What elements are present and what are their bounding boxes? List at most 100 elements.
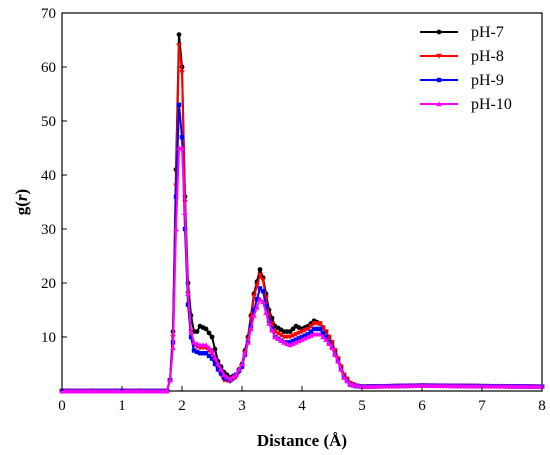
data-point	[266, 320, 272, 326]
data-point	[302, 328, 308, 334]
data-point	[212, 354, 218, 360]
legend-label: pH-7	[471, 24, 504, 41]
data-point	[227, 376, 233, 382]
data-point	[290, 333, 296, 339]
data-point	[311, 326, 317, 332]
data-point	[212, 361, 218, 367]
data-point	[218, 371, 224, 376]
x-tick-label: 3	[238, 398, 246, 414]
series-line	[62, 147, 543, 392]
data-point	[344, 377, 350, 383]
legend-label: pH-9	[471, 72, 504, 89]
y-axis-label: g(r)	[12, 189, 31, 215]
data-point	[176, 43, 182, 49]
data-point	[287, 334, 293, 340]
data-point	[248, 326, 254, 332]
data-point	[185, 291, 191, 296]
data-point	[317, 326, 323, 332]
x-axis-label: Distance (Å)	[257, 431, 347, 450]
data-point	[296, 330, 302, 336]
series-pH-9	[59, 102, 545, 394]
data-point	[191, 348, 197, 353]
y-axis: 10 20 30 40 50 60 70	[41, 6, 67, 346]
data-point	[263, 303, 269, 309]
data-point	[176, 102, 182, 107]
data-point	[272, 334, 278, 340]
data-point	[341, 374, 347, 380]
legend-marker	[436, 53, 442, 59]
data-point	[254, 283, 260, 289]
legend-entry: pH-7	[420, 24, 504, 41]
legend-marker	[436, 77, 442, 83]
data-point	[188, 334, 194, 340]
data-point	[200, 351, 206, 356]
data-point	[278, 337, 284, 343]
x-tick-label: 5	[358, 398, 366, 414]
data-point	[254, 304, 260, 310]
data-point	[251, 307, 257, 313]
x-axis: 0 1 2 3 4 5 6 7 8	[58, 386, 546, 414]
data-point	[197, 351, 203, 356]
data-point	[194, 340, 200, 346]
y-tick-label: 50	[41, 114, 56, 130]
data-point	[287, 342, 293, 348]
x-tick-label: 2	[178, 398, 186, 414]
legend-label: pH-10	[471, 96, 512, 113]
data-point	[233, 372, 239, 377]
x-tick-label: 8	[538, 398, 546, 414]
data-point	[281, 339, 287, 345]
data-point	[284, 340, 290, 346]
data-point	[239, 361, 245, 367]
data-point	[170, 345, 176, 350]
data-point	[323, 329, 329, 335]
y-tick-label: 30	[41, 222, 56, 238]
data-point	[176, 32, 182, 37]
y-tick-label: 40	[41, 168, 56, 184]
data-point	[221, 372, 227, 377]
data-point	[188, 328, 194, 334]
y-tick-label: 10	[41, 330, 56, 346]
data-point	[239, 364, 245, 369]
data-point	[269, 327, 275, 333]
data-point	[260, 278, 266, 284]
data-point	[212, 346, 218, 352]
data-point	[191, 339, 197, 345]
data-point	[257, 296, 263, 302]
data-point	[275, 331, 281, 337]
data-point	[302, 335, 308, 341]
data-point	[254, 297, 260, 302]
data-point	[338, 366, 344, 372]
x-tick-label: 7	[478, 398, 486, 414]
x-tick-label: 1	[118, 398, 126, 414]
x-tick-label: 0	[58, 398, 66, 414]
data-point	[206, 330, 212, 336]
data-point	[236, 366, 242, 372]
data-point	[215, 361, 221, 367]
data-point	[224, 374, 230, 380]
data-point	[275, 336, 281, 341]
data-point	[332, 351, 338, 357]
plot-area	[59, 32, 545, 394]
data-point	[314, 326, 320, 332]
data-point	[257, 286, 263, 291]
legend: pH-7 pH-8 pH-9 pH-10	[420, 24, 512, 113]
legend-label: pH-8	[471, 48, 504, 65]
y-tick-label: 20	[41, 276, 56, 292]
y-tick-label: 60	[41, 60, 56, 76]
data-point	[290, 340, 296, 346]
data-point	[209, 356, 215, 361]
data-point	[251, 312, 257, 318]
legend-entry: pH-9	[420, 72, 504, 89]
data-point	[203, 326, 209, 332]
data-point	[308, 324, 314, 329]
data-point	[230, 374, 236, 380]
data-point	[320, 325, 326, 331]
x-tick-label: 4	[298, 398, 306, 414]
data-point	[203, 351, 209, 356]
data-point	[260, 288, 266, 294]
data-point	[179, 145, 185, 151]
data-point	[299, 329, 305, 335]
data-point	[194, 349, 200, 355]
